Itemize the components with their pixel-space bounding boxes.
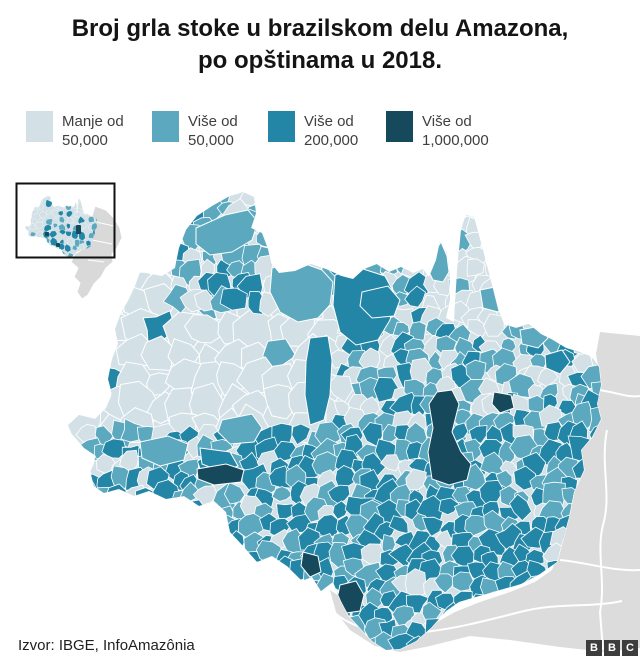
legend-swatch-over-50k	[152, 111, 179, 142]
legend-label-under-50k: Manje od 50,000	[62, 113, 124, 149]
title-line-1: Broj grla stoke u brazilskom delu Amazon…	[71, 15, 569, 42]
legend-item-over-50k: Više od 50,000	[152, 111, 238, 150]
legend-swatch-over-200k	[268, 111, 295, 142]
bbc-logo: B B C	[584, 640, 638, 656]
page-title: Broj grla stoke u brazilskom delu Amazon…	[0, 13, 640, 77]
bbc-logo-block-c: C	[622, 640, 638, 656]
legend-swatch-over-1m	[386, 111, 413, 142]
legend-label-over-1m: Više od 1,000,000	[422, 113, 489, 149]
source-label: Izvor: IBGE, InfoAmazônia	[18, 637, 195, 654]
legend-item-under-50k: Manje od 50,000	[26, 111, 124, 150]
bbc-logo-block-b2: B	[604, 640, 620, 656]
legend: Manje od 50,000 Više od 50,000 Više od 2…	[0, 111, 640, 163]
dark-municipalities-layer	[196, 389, 515, 614]
legend-swatch-under-50k	[26, 111, 53, 142]
bbc-logo-block-b1: B	[586, 640, 602, 656]
legend-item-over-200k: Više od 200,000	[268, 111, 358, 150]
legend-item-over-1m: Više od 1,000,000	[386, 111, 489, 150]
title-line-2: po opštinama u 2018.	[197, 47, 443, 74]
legend-label-over-50k: Više od 50,000	[188, 113, 238, 149]
legend-label-over-200k: Više od 200,000	[304, 113, 359, 149]
inset-border-box	[15, 182, 116, 259]
inset-locator-map	[15, 182, 123, 300]
